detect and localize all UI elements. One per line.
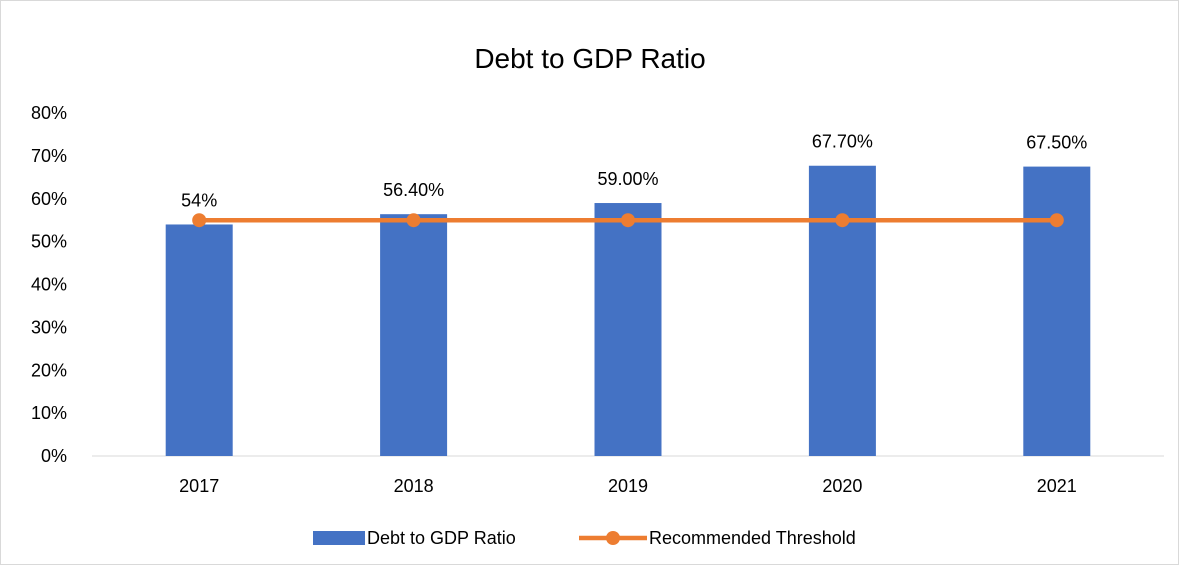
y-tick-label: 20%: [31, 360, 67, 380]
y-tick-label: 0%: [41, 446, 67, 466]
legend-label-threshold: Recommended Threshold: [649, 528, 856, 548]
chart-title: Debt to GDP Ratio: [474, 43, 705, 74]
legend-swatch-debt-to-gdp: [313, 531, 365, 545]
data-label-2019: 59.00%: [597, 169, 658, 189]
bar-2019: [594, 203, 662, 456]
threshold-marker-2021: [1049, 213, 1064, 228]
legend-label-debt-to-gdp: Debt to GDP Ratio: [367, 528, 516, 548]
legend-marker-threshold: [606, 531, 620, 545]
threshold-marker-2019: [621, 213, 635, 228]
data-label-2018: 56.40%: [383, 180, 444, 200]
y-tick-label: 70%: [31, 146, 67, 166]
y-tick-label: 50%: [31, 232, 67, 252]
x-tick-label: 2020: [822, 476, 862, 496]
x-tick-label: 2018: [394, 476, 434, 496]
x-tick-label: 2017: [179, 476, 219, 496]
bar-2020: [808, 165, 876, 456]
y-tick-label: 40%: [31, 275, 67, 295]
threshold-marker-2018: [406, 213, 421, 228]
bar-2018: [380, 214, 448, 456]
x-tick-label: 2019: [608, 476, 648, 496]
bar-2021: [1023, 166, 1091, 456]
bar-2017: [165, 224, 233, 456]
y-tick-label: 60%: [31, 189, 67, 209]
threshold-marker-2017: [192, 213, 207, 228]
data-label-2020: 67.70%: [812, 132, 873, 152]
y-tick-label: 80%: [31, 103, 67, 123]
threshold-marker-2020: [835, 213, 850, 228]
data-label-2017: 54%: [181, 190, 217, 210]
y-tick-label: 10%: [31, 403, 67, 423]
data-label-2021: 67.50%: [1026, 133, 1087, 153]
x-tick-label: 2021: [1037, 476, 1077, 496]
y-tick-label: 30%: [31, 317, 67, 337]
